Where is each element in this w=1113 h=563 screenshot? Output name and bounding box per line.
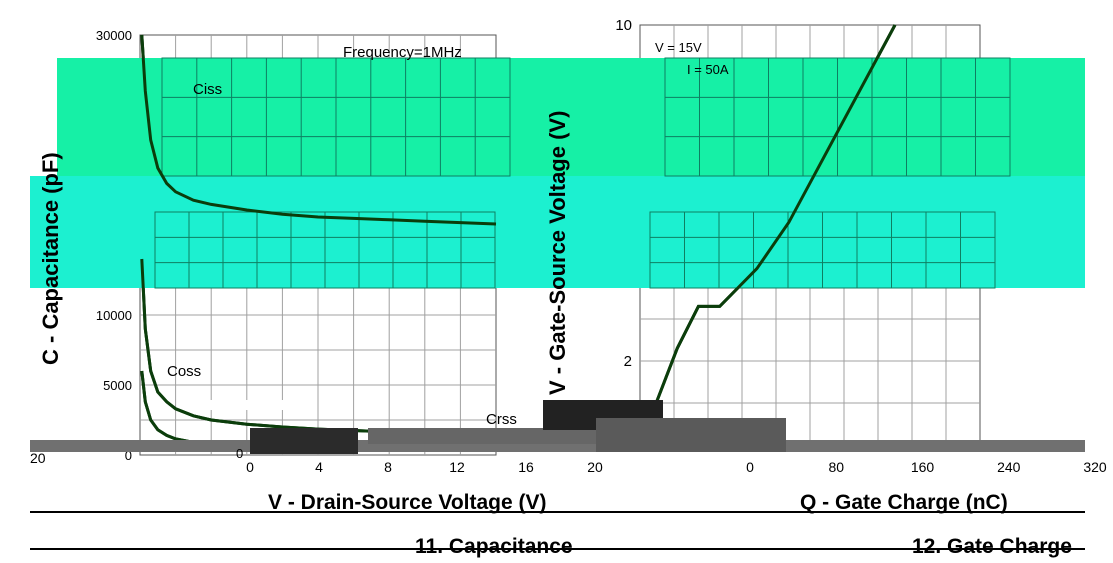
gate-charge-x-axis-title: Q - Gate Charge (nC)	[800, 491, 1008, 514]
y-tick-label: 0	[125, 448, 132, 463]
glitch-band-top	[57, 58, 1085, 176]
stray-tick-0: 0	[236, 446, 243, 461]
crss-label: Crss	[486, 411, 517, 428]
x-tick-label: 4	[315, 459, 323, 475]
x-tick-label: 0	[246, 459, 254, 475]
series-line-ciss	[140, 34, 497, 226]
capacitance-caption: 11. Capacitance	[415, 535, 573, 558]
ciss-label: Ciss	[193, 81, 222, 98]
capacitance-y-axis-title: C - Capacitance (pF)	[38, 152, 63, 365]
series-line-vgs	[638, 24, 897, 446]
capacitance-x-axis-title: V - Drain-Source Voltage (V)	[268, 491, 547, 514]
gate-charge-caption: 12. Gate Charge	[912, 535, 1072, 558]
x-tick-label: 16	[518, 459, 534, 475]
stray-tick-20: 20	[30, 450, 46, 466]
x-tick-label: 80	[828, 459, 844, 475]
gate-charge-y-axis-title: V - Gate-Source Voltage (V)	[545, 111, 570, 395]
x-tick-label: 8	[384, 459, 392, 475]
x-tick-label: 20	[587, 459, 603, 475]
ids-annotation: I = 50A	[687, 62, 729, 77]
x-tick-label: 240	[997, 459, 1021, 475]
gate-charge-series-overlay	[638, 24, 897, 446]
x-tick-label: 0	[746, 459, 754, 475]
x-tick-label: 320	[1083, 459, 1107, 475]
x-tick-label: 160	[911, 459, 935, 475]
y-tick-label: 30000	[96, 28, 132, 43]
y-tick-label: 10	[615, 17, 632, 34]
glitch-block-7	[30, 495, 1085, 503]
x-tick-label: 12	[449, 459, 465, 475]
glitch-block-2	[250, 428, 358, 454]
band-ghost-grids	[154, 57, 1011, 289]
capacitance-x-ticks: 0 4 8 12 16 20	[246, 459, 603, 475]
y-tick-label: 5000	[103, 378, 132, 393]
glitch-band-middle	[30, 176, 1085, 288]
y-tick-label: 2	[624, 353, 632, 370]
glitch-block-3	[368, 428, 596, 444]
coss-label: Coss	[167, 363, 201, 380]
glitch-block-6	[205, 400, 285, 410]
frequency-annotation: Frequency=1MHz	[343, 44, 462, 61]
gate-charge-x-ticks: 0 80 160 240 320	[746, 459, 1107, 475]
y-tick-label: 10000	[96, 308, 132, 323]
glitch-block-5	[596, 418, 786, 452]
vds-annotation: V = 15V	[655, 40, 702, 55]
